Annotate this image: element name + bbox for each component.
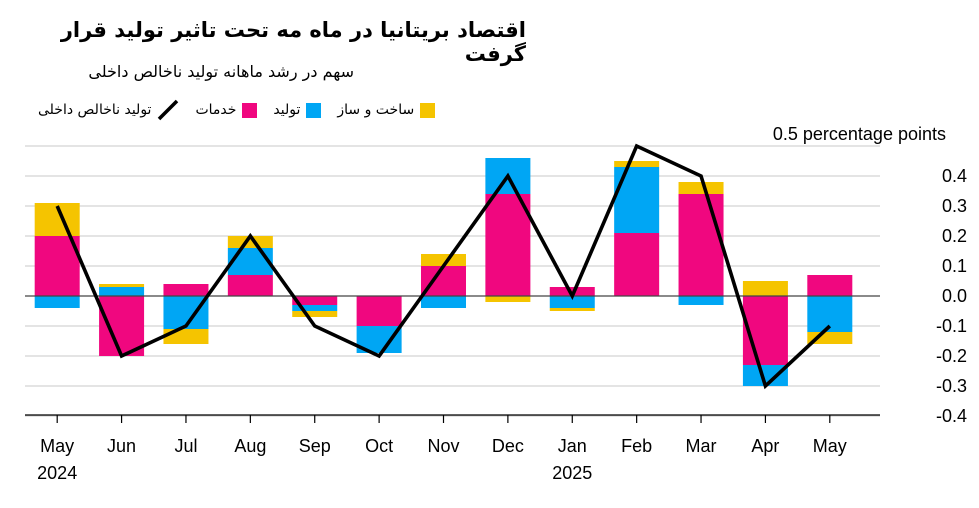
legend: تولید ناخالص داخلی خدمات تولید ساخت و سا… <box>22 99 436 121</box>
y-tick-label: 0.1 <box>942 256 967 276</box>
bar-segment-construction <box>742 281 788 296</box>
bar-segment-construction <box>163 329 209 344</box>
legend-label-services: خدمات <box>195 102 237 118</box>
construction-swatch-icon <box>420 102 436 118</box>
x-tick-label: May <box>40 436 74 456</box>
bar-segment-services <box>678 194 724 296</box>
bar-segment-construction <box>227 236 273 248</box>
legend-item-construction: ساخت و ساز <box>337 102 436 118</box>
x-year-label: 2025 <box>552 463 592 483</box>
gdp-line-icon <box>158 99 179 121</box>
bar-segment-services <box>485 194 531 296</box>
bar-segment-services <box>34 236 80 296</box>
x-tick-label: Apr <box>751 436 779 456</box>
bar-segment-services <box>421 266 466 296</box>
x-tick-label: Sep <box>299 436 331 456</box>
legend-item-gdp: تولید ناخالص داخلی <box>38 99 179 121</box>
x-tick-label: Oct <box>365 436 393 456</box>
y-tick-label: 0.4 <box>942 166 967 186</box>
y-tick-label: 0.2 <box>942 226 967 246</box>
bar-segment-services <box>99 296 145 356</box>
bar-segment-services <box>356 296 402 326</box>
x-tick-label: Nov <box>427 436 459 456</box>
y-tick-label: 0.0 <box>942 286 967 306</box>
chart-title: اقتصاد بریتانیا در ماه مه تحت تاثیر تولی… <box>60 18 526 66</box>
y-tick-label: 0.3 <box>942 196 967 216</box>
bar-segment-production <box>742 365 788 386</box>
x-tick-label: Aug <box>234 436 266 456</box>
bar-segment-construction <box>549 308 595 311</box>
x-tick-label: Jun <box>107 436 136 456</box>
x-tick-label: May <box>813 436 847 456</box>
bar-segment-services <box>807 275 853 296</box>
bar-segment-production <box>421 296 466 308</box>
y-tick-label: -0.4 <box>936 406 967 426</box>
legend-label-production: تولید <box>273 102 301 118</box>
bar-segment-production <box>614 167 660 233</box>
bar-segment-production <box>227 248 273 275</box>
bar-segment-construction <box>485 296 531 302</box>
x-tick-label: Mar <box>686 436 717 456</box>
bar-segment-services <box>742 296 788 365</box>
y-tick-label: -0.1 <box>936 316 967 336</box>
bar-segment-construction <box>678 182 724 194</box>
bar-segment-production <box>34 296 80 308</box>
x-year-label: 2024 <box>37 463 77 483</box>
legend-label-construction: ساخت و ساز <box>337 102 415 118</box>
bar-segment-production <box>549 296 595 308</box>
y-tick-label: -0.3 <box>936 376 967 396</box>
bars <box>34 158 853 386</box>
x-tick-label: Jul <box>174 436 197 456</box>
bar-segment-services <box>292 296 338 305</box>
x-tick-label: Jan <box>558 436 587 456</box>
bar-segment-construction <box>421 254 466 266</box>
x-tick-label: Feb <box>621 436 652 456</box>
services-swatch-icon <box>242 102 258 118</box>
gdp-line-group <box>55 143 832 390</box>
legend-item-production: تولید <box>273 102 322 118</box>
chart-subtitle: سهم در رشد ماهانه تولید ناخالص داخلی <box>88 62 354 81</box>
y-unit-label: 0.5 percentage points <box>773 124 946 144</box>
x-tick-label: Dec <box>492 436 524 456</box>
bar-segment-production <box>99 287 145 296</box>
bar-segment-services <box>227 275 273 296</box>
bar-segment-construction <box>292 311 338 317</box>
axes: -0.4 -0.3 -0.2 -0.1 0.0 0.1 0.2 0.3 0.4 May Jun Jul… <box>25 166 967 483</box>
bar-segment-services <box>163 284 209 296</box>
legend-item-services: خدمات <box>195 102 258 118</box>
bar-segment-construction <box>614 161 660 167</box>
bar-segment-production <box>678 296 724 305</box>
bar-segment-production <box>292 305 338 311</box>
y-tick-label: -0.2 <box>936 346 967 366</box>
bar-segment-services <box>614 233 660 296</box>
production-swatch-icon <box>306 102 322 118</box>
bar-segment-construction <box>99 284 145 287</box>
legend-label-gdp: تولید ناخالص داخلی <box>38 102 152 118</box>
